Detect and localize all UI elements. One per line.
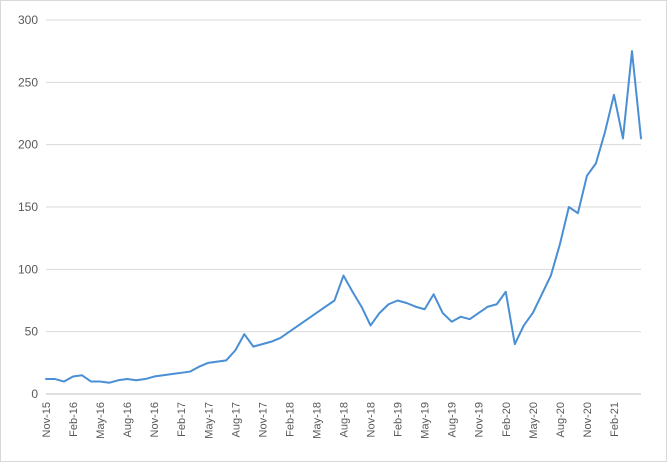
x-tick-label: Nov-16 <box>149 402 161 437</box>
x-tick-label: Aug-20 <box>555 402 567 437</box>
x-tick-label: Nov-17 <box>257 402 269 437</box>
y-tick-label: 300 <box>18 13 38 27</box>
x-tick-label: May-17 <box>203 402 215 439</box>
x-tick-label: Aug-18 <box>339 402 351 437</box>
x-tick-label: Feb-16 <box>68 402 80 437</box>
y-tick-label: 150 <box>18 200 38 214</box>
series-line <box>45 50 642 384</box>
y-tick-label: 0 <box>31 387 38 401</box>
x-tick-label: May-20 <box>528 402 540 439</box>
y-tick-label: 100 <box>18 262 38 276</box>
x-tick-label: Aug-17 <box>230 402 242 437</box>
y-tick-label: 50 <box>25 325 39 339</box>
x-tick-label: Feb-18 <box>284 402 296 437</box>
x-tick-label: Nov-19 <box>474 402 486 437</box>
x-tick-label: Nov-15 <box>41 402 53 437</box>
x-tick-label: Feb-17 <box>176 402 188 437</box>
y-axis-tick-labels: 0 50 100 150 200 250 300 <box>18 13 38 401</box>
y-tick-label: 200 <box>18 138 38 152</box>
x-tick-label: Feb-19 <box>393 402 405 437</box>
x-tick-label: Nov-18 <box>366 402 378 437</box>
x-tick-label: May-18 <box>311 402 323 439</box>
y-tick-label: 250 <box>18 75 38 89</box>
x-tick-label: Feb-21 <box>609 402 621 437</box>
x-tick-label: May-19 <box>420 402 432 439</box>
x-tick-label: May-16 <box>95 402 107 439</box>
x-tick-label: Feb-20 <box>501 402 513 437</box>
x-axis-tick-labels: Nov-15 Feb-16 May-16 Aug-16 Nov-16 Feb-17 May-… <box>41 402 621 439</box>
x-tick-label: Aug-16 <box>122 402 134 437</box>
x-tick-label: Nov-20 <box>582 402 594 437</box>
gridlines <box>46 19 641 333</box>
x-tick-label: Aug-19 <box>447 402 459 437</box>
